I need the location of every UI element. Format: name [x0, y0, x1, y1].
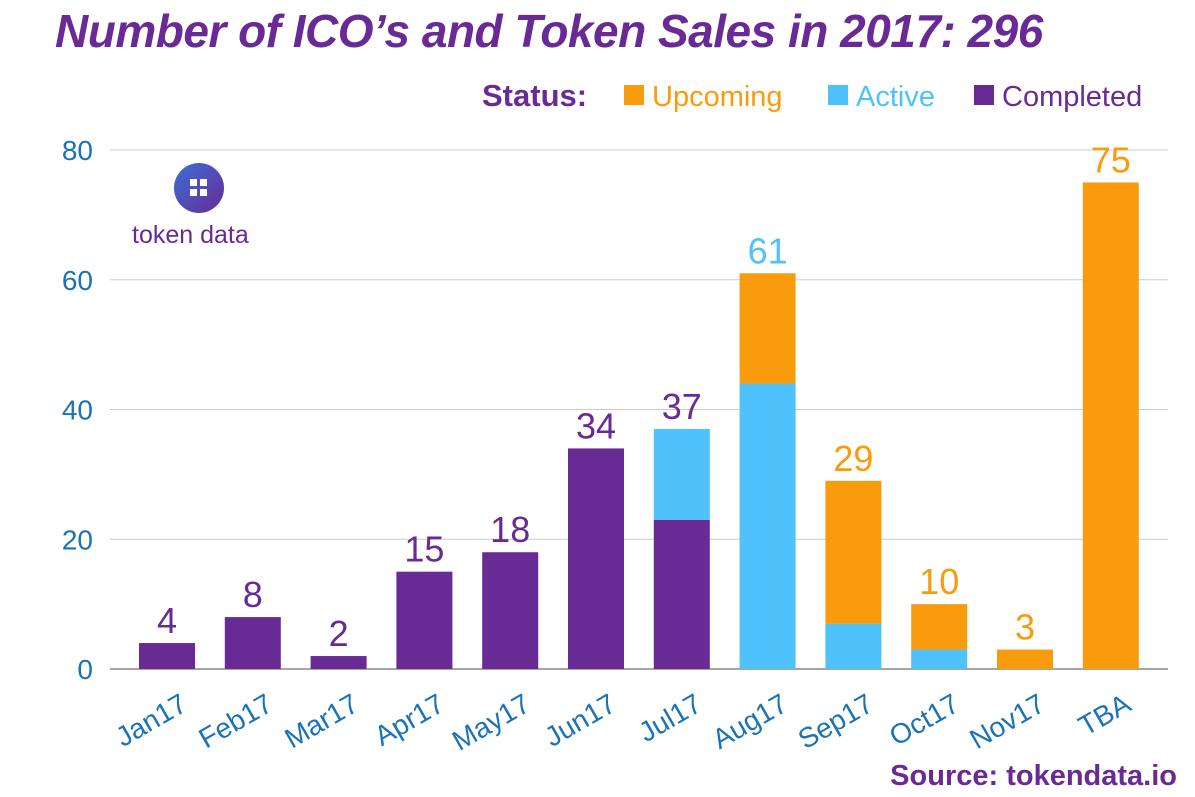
- x-tick-label: Feb17: [194, 688, 278, 755]
- legend-label-completed: Completed: [1002, 81, 1143, 113]
- logo-text: token data: [132, 221, 249, 249]
- bar-upcoming: [997, 649, 1053, 669]
- bar-upcoming: [1082, 182, 1139, 669]
- y-tick-label: 40: [62, 395, 93, 426]
- x-tick-label: TBA: [1073, 688, 1136, 742]
- bar-total-label: 75: [1091, 139, 1131, 180]
- bar-total-label: 18: [490, 509, 530, 550]
- bar-active: [825, 623, 882, 669]
- legend-label-upcoming: Upcoming: [652, 81, 783, 113]
- x-tick-label: Jul17: [633, 688, 706, 748]
- bar-total-label: 10: [919, 561, 959, 602]
- bar-completed: [139, 643, 195, 669]
- legend-swatch-completed: [974, 85, 994, 105]
- legend: Status: Upcoming Active Completed: [0, 78, 1195, 118]
- grid-icon: [174, 163, 224, 213]
- legend-swatch-upcoming: [624, 85, 644, 105]
- x-tick-label: Nov17: [964, 688, 1050, 755]
- bar-total-label: 61: [748, 230, 788, 271]
- bar-active: [739, 383, 796, 669]
- legend-swatch-active: [828, 85, 848, 105]
- legend-item-completed: Completed: [974, 81, 1142, 114]
- y-tick-label: 60: [62, 265, 93, 296]
- x-tick-label: Sep17: [793, 688, 879, 755]
- y-tick-label: 20: [62, 524, 93, 555]
- bar-completed: [653, 519, 710, 669]
- legend-item-active: Active: [828, 81, 935, 114]
- source-note: Source: tokendata.io: [890, 760, 1177, 792]
- y-tick-label: 0: [77, 654, 93, 685]
- bar-active: [653, 428, 710, 520]
- bar-completed: [224, 617, 281, 669]
- bar-completed: [396, 571, 453, 669]
- bar-total-label: 15: [404, 529, 444, 570]
- chart-title: Number of ICO’s and Token Sales in 2017:…: [55, 5, 1043, 57]
- bar-total-label: 3: [1015, 607, 1035, 648]
- bar-active: [911, 649, 968, 669]
- legend-label-active: Active: [856, 81, 935, 113]
- bar-upcoming: [739, 273, 796, 384]
- x-tick-label: Apr17: [369, 688, 449, 752]
- bar-completed: [310, 656, 367, 669]
- x-tick-label: Oct17: [884, 688, 964, 752]
- bar-total-label: 2: [329, 613, 349, 654]
- x-tick-label: Jan17: [110, 688, 192, 753]
- y-tick-label: 80: [62, 135, 93, 166]
- bar-upcoming: [825, 480, 882, 624]
- x-tick-label: Aug17: [707, 688, 793, 755]
- bar-total-label: 37: [662, 386, 702, 427]
- legend-item-upcoming: Upcoming: [624, 81, 783, 114]
- x-tick-label: May17: [447, 688, 535, 757]
- x-tick-label: Mar17: [279, 688, 363, 755]
- x-tick-label: Jun17: [539, 688, 621, 753]
- bar-total-label: 34: [576, 405, 616, 446]
- legend-status-label: Status:: [482, 78, 588, 113]
- bar-total-label: 8: [243, 574, 263, 615]
- bar-upcoming: [911, 604, 968, 650]
- bar-total-label: 4: [157, 600, 177, 641]
- token-data-logo: token data: [132, 163, 272, 253]
- bar-total-label: 29: [833, 438, 873, 479]
- bar-completed: [482, 552, 539, 669]
- bar-completed: [568, 448, 624, 669]
